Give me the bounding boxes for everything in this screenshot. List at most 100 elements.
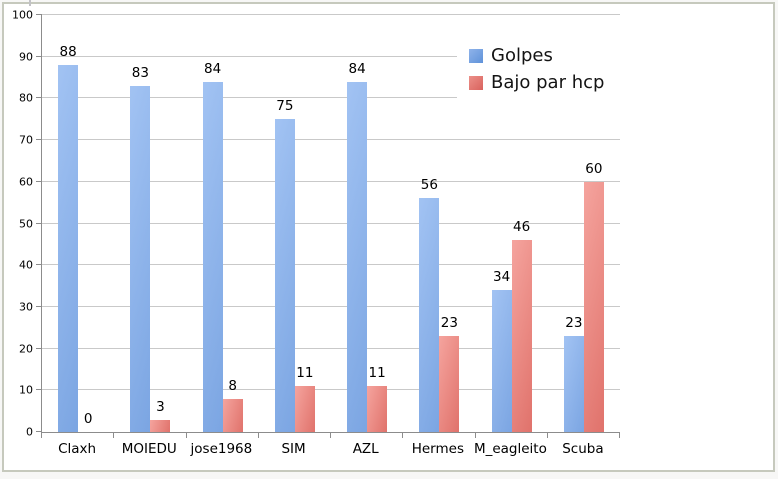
bar-golpes-M_eagleito[interactable]: 34 — [491, 271, 512, 432]
y-axis-tick-label: 70 — [19, 133, 33, 147]
y-axis-tick — [36, 389, 42, 391]
y-axis-tick — [36, 139, 42, 141]
value-label: 11 — [368, 365, 386, 382]
bar-group-Claxh: 88 0 — [42, 15, 114, 432]
gridline — [42, 97, 620, 99]
gridline — [42, 389, 620, 391]
gridline — [42, 180, 620, 182]
value-label: 46 — [513, 219, 531, 236]
y-axis-tick — [36, 97, 42, 99]
value-label: 60 — [585, 160, 603, 177]
x-axis-labels: Claxh MOIEDU jose1968 SIM AZL Hermes M_eagleit… — [41, 441, 619, 457]
y-axis-tick-label: 10 — [19, 383, 33, 397]
bar-golpes-Claxh[interactable]: 88 — [58, 46, 79, 432]
bar-group-Scuba: 23 60 — [548, 15, 620, 432]
x-axis-category-label: jose1968 — [190, 441, 253, 457]
value-label: 23 — [565, 315, 583, 332]
gridline — [42, 305, 620, 307]
x-axis-tick — [474, 433, 476, 438]
legend-key-golpes-swatch — [469, 48, 483, 63]
bar-golpes-SIM[interactable]: 75 — [274, 100, 295, 432]
bar-bajo-par-hcp-MOIEDU[interactable]: 3 — [150, 400, 171, 432]
bar-bajo-par-hcp-Scuba[interactable]: 60 — [583, 162, 604, 432]
bar-group-Hermes: 56 23 — [403, 15, 475, 432]
value-label: 11 — [296, 365, 314, 382]
gridline — [42, 222, 620, 224]
y-axis-tick-label: 20 — [19, 342, 33, 356]
bar-bajo-par-hcp-AZL[interactable]: 11 — [367, 367, 388, 432]
bar-bajo-par-hcp-jose1968[interactable]: 8 — [222, 379, 243, 432]
y-axis-tick-label: 60 — [19, 175, 33, 189]
x-axis-tick — [546, 433, 548, 438]
y-axis-tick-label: 50 — [19, 217, 33, 230]
x-axis-tick — [185, 433, 187, 438]
legend-key-bajo-par-hcp-swatch — [469, 75, 483, 90]
value-label: 8 — [228, 377, 237, 394]
bar-group-SIM: 75 11 — [259, 15, 331, 432]
x-axis-category-label: Claxh — [58, 441, 97, 457]
bar-golpes-Scuba[interactable]: 23 — [563, 317, 584, 432]
y-axis-tick-label: 100 — [12, 8, 33, 22]
gridline — [42, 14, 620, 15]
bar-groups: 88 0 83 3 84 8 75 11 84 11 56 23 34 46 23 60 — [42, 15, 620, 432]
y-axis-tick-label: 0 — [26, 425, 33, 439]
value-label: 23 — [440, 315, 458, 332]
bar-group-jose1968: 84 8 — [187, 15, 259, 432]
value-label: 83 — [131, 64, 149, 81]
x-axis-category-label: AZL — [352, 441, 379, 457]
x-axis-category-label: M_eagleito — [473, 441, 547, 457]
bar-bajo-par-hcp-SIM[interactable]: 11 — [294, 367, 315, 432]
value-label: 88 — [59, 44, 77, 61]
x-axis-tick — [113, 433, 115, 438]
legend-label-golpes: Golpes — [491, 44, 553, 66]
value-label: 3 — [156, 398, 165, 415]
bar-golpes-jose1968[interactable]: 84 — [202, 62, 223, 432]
x-axis-tick — [619, 433, 620, 438]
bar-golpes-Hermes[interactable]: 56 — [419, 179, 440, 432]
gridline — [42, 347, 620, 349]
bar-golpes-AZL[interactable]: 84 — [347, 62, 368, 432]
bar-bajo-par-hcp-Hermes[interactable]: 23 — [439, 317, 460, 432]
value-label: 56 — [420, 177, 438, 194]
value-label: 0 — [83, 411, 93, 427]
worksheet-gridline-artifact — [29, 0, 31, 6]
y-axis-tick-label: 80 — [19, 91, 33, 105]
value-label: 34 — [493, 269, 511, 286]
legend-item-golpes[interactable]: Golpes — [469, 42, 627, 69]
y-axis-tick — [36, 431, 42, 432]
legend-item-bajo-par-hcp[interactable]: Bajo par hcp — [469, 69, 627, 96]
legend: Golpes Bajo par hcp — [457, 37, 627, 101]
y-axis-tick — [36, 222, 42, 224]
gridline — [42, 139, 620, 141]
y-axis-labels: 0 10 20 30 40 50 60 70 80 90 100 — [0, 10, 33, 438]
bar-group-MOIEDU: 83 3 — [114, 15, 186, 432]
y-axis-tick — [36, 305, 42, 307]
bar-group-M_eagleito: 34 46 — [476, 15, 548, 432]
x-axis-tick — [330, 433, 331, 438]
x-axis-tick — [257, 433, 259, 438]
gridline — [42, 264, 620, 266]
value-label: 75 — [276, 98, 294, 115]
y-axis-tick-label: 30 — [19, 300, 33, 314]
x-axis-category-label: Scuba — [562, 441, 604, 457]
x-axis-tick — [41, 433, 42, 438]
x-axis-category-label: Hermes — [411, 441, 464, 457]
bar-bajo-par-hcp-M_eagleito[interactable]: 46 — [511, 221, 532, 432]
x-axis-category-label: SIM — [281, 441, 306, 457]
x-axis-category-label: MOIEDU — [121, 441, 177, 457]
y-axis-tick — [36, 180, 42, 182]
value-label: 84 — [204, 60, 222, 77]
plot-area: 88 0 83 3 84 8 75 11 84 11 56 23 34 46 23 60 Golpes Baj… — [36, 14, 627, 438]
y-axis-tick-label: 90 — [19, 50, 33, 64]
y-axis-tick — [36, 55, 42, 57]
y-axis-tick — [36, 347, 42, 349]
y-axis-tick — [36, 14, 42, 15]
value-label: 84 — [348, 60, 366, 77]
bar-golpes-MOIEDU[interactable]: 83 — [130, 66, 151, 432]
y-axis-tick-label: 40 — [19, 258, 33, 272]
bar-group-AZL: 84 11 — [331, 15, 403, 432]
y-axis-tick — [36, 264, 42, 266]
x-axis-tick — [402, 433, 404, 438]
legend-label-bajo-par-hcp: Bajo par hcp — [491, 71, 605, 93]
